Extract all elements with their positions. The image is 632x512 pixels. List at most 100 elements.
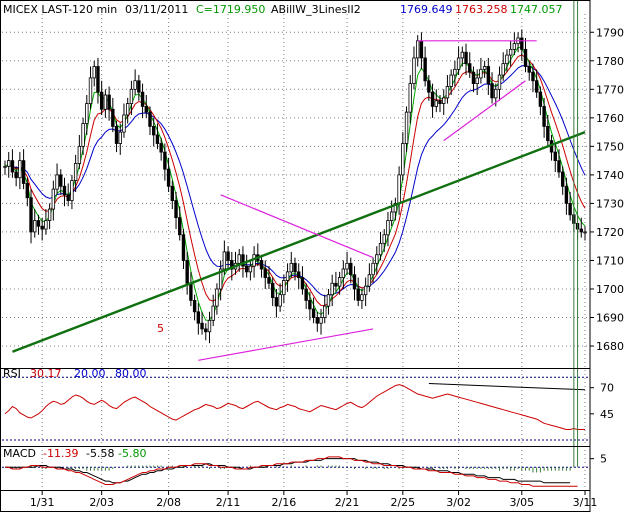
candle [349,257,353,284]
candle-body [18,160,22,179]
candle [464,43,468,76]
candle-body [453,68,457,76]
candle [549,134,554,161]
candle [204,323,208,341]
candle [166,157,171,192]
candle [523,37,528,73]
candle [442,89,446,115]
macd-line [5,456,578,487]
candle [293,257,297,281]
candle-body [107,94,111,110]
candle-body [557,160,561,173]
candle-body [419,40,424,59]
candle [96,57,100,104]
candle [21,149,26,190]
candle [14,166,18,187]
candle-body [125,103,130,116]
candle [397,166,401,215]
candle [241,246,245,278]
candle-body [501,63,505,76]
candle [111,97,115,133]
candle-body [356,288,360,301]
candle-body [315,317,320,324]
candle [159,137,163,161]
candle-body [434,100,438,107]
candle-body [546,125,550,142]
candle [267,266,271,289]
candle [341,260,346,289]
date-tick-label: 3/02 [446,496,471,509]
candle [300,266,305,295]
candle [144,95,148,118]
candle [278,283,282,312]
candle-body [497,74,502,90]
price-tick-label: 1790 [596,26,624,39]
candle [59,169,63,195]
candle [568,192,572,221]
rsi-trend-line [428,383,586,391]
date-tick-label: 2/21 [335,496,360,509]
candle [520,29,524,61]
candle [482,60,487,78]
candle [512,32,517,56]
candle-body [393,203,398,213]
date-tick-label: 2/25 [390,496,415,509]
price-tick-label: 1760 [596,112,624,125]
candle [490,72,494,104]
macd-value-2: -5.58 [86,447,114,460]
candle-body [423,57,427,82]
rsi-label: RSI [3,367,21,380]
candle-body [389,211,394,221]
candle [25,177,30,207]
candle [244,254,249,278]
date-tick-label: 1/31 [30,496,55,509]
candle-body [59,174,63,187]
candle-body [363,285,368,296]
candle-body [144,106,148,113]
candle-body [538,91,543,107]
candle [77,134,82,170]
candle-body [330,282,334,296]
candle-body [534,80,539,93]
candle-body [21,160,26,184]
candle [3,160,7,175]
candle [230,251,234,281]
candle [434,89,438,113]
candle-body [412,57,416,85]
candle-body [111,108,115,127]
triangle-lower-line [198,328,374,361]
candle-body [218,268,223,290]
candle [386,211,390,247]
candle [215,283,219,315]
candle-body [404,111,409,144]
candle-body [378,242,383,256]
candle-body [170,185,175,201]
candle [270,277,275,307]
candle-body [401,143,405,176]
candle-body [512,43,517,50]
candlesticks [3,29,587,344]
candle-body [155,134,160,144]
candle [274,288,279,318]
candle-body [278,294,282,307]
candle-body [270,282,275,298]
candle [163,143,167,181]
candle-body [579,228,583,233]
candle [207,311,212,344]
candle [419,32,424,70]
candle-body [92,66,96,79]
candle [564,177,569,215]
annotation-five: 5 [157,322,164,335]
candle-body [133,80,137,90]
candle [553,143,557,173]
candle [326,288,331,315]
candle-body [207,319,212,333]
candle [427,75,431,101]
candle-body [456,57,461,70]
candle [103,89,108,118]
candle [51,180,56,221]
candle [334,271,338,292]
candle-body [319,317,323,324]
candle-body [430,91,435,107]
candle-body [523,48,528,67]
